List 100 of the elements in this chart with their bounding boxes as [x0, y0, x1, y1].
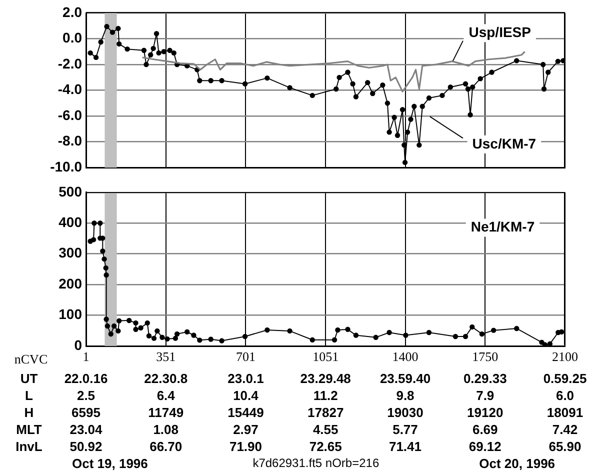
text: MLT — [16, 421, 42, 438]
x-tick-label: 2100 — [552, 349, 578, 364]
text: 15449 — [228, 404, 264, 421]
text: 1.08 — [153, 421, 179, 438]
point — [111, 323, 117, 329]
text: 6.4 — [156, 387, 175, 404]
y-tick-label: -2.0 — [58, 55, 82, 72]
point — [172, 336, 178, 341]
point — [335, 327, 340, 333]
text: 6.0 — [556, 387, 574, 404]
text: UT — [20, 370, 38, 387]
point — [452, 334, 458, 340]
point — [98, 220, 103, 226]
y-tick-label: 200 — [58, 275, 82, 292]
text: 69.12 — [468, 438, 502, 455]
text: 23.59.40 — [380, 370, 431, 387]
point — [138, 325, 144, 330]
y-tick-label: -6.0 — [58, 106, 82, 123]
text: 6595 — [72, 404, 100, 421]
x-tick-label: 1400 — [392, 349, 418, 364]
text: 4.55 — [312, 421, 338, 438]
text: 0.59.25 — [543, 370, 587, 387]
text: Ne1/KM-7 — [470, 218, 535, 235]
text: L — [25, 387, 33, 404]
x-tick-label: 1 — [82, 349, 90, 364]
text: 22.30.8 — [144, 370, 188, 387]
text: 11749 — [148, 404, 184, 421]
y-tick-label: -4.0 — [58, 81, 82, 98]
text: 23.29.48 — [300, 370, 351, 387]
y-tick-label: -10.0 — [50, 158, 82, 174]
point — [160, 334, 165, 340]
point — [514, 326, 520, 332]
text: 22.0.16 — [64, 370, 108, 387]
text: InvL — [16, 438, 42, 455]
point — [426, 330, 432, 336]
point — [264, 327, 270, 333]
point — [102, 256, 107, 262]
text: 19030 — [387, 404, 424, 421]
point — [332, 337, 338, 342]
point — [104, 316, 109, 322]
text: 7.42 — [552, 421, 578, 438]
text: 5.77 — [392, 421, 418, 438]
text: 65.90 — [548, 438, 582, 455]
point — [219, 338, 224, 344]
point — [490, 328, 496, 333]
text: 11.2 — [313, 387, 338, 404]
text: 9.8 — [396, 387, 414, 404]
point — [108, 331, 114, 337]
y-tick-label: 300 — [58, 244, 82, 261]
x-tick-label: 351 — [156, 349, 176, 364]
x-tick-label: 1051 — [312, 349, 339, 364]
series-label: Usc/KM-7 — [472, 135, 536, 152]
point — [386, 330, 392, 336]
y-tick-label: 500 — [58, 183, 82, 200]
point — [116, 328, 121, 334]
y-tick-label: 2.0 — [62, 4, 82, 20]
point — [345, 326, 350, 332]
text: 23.04 — [70, 421, 102, 438]
point — [116, 318, 122, 324]
y-tick-label: 100 — [58, 306, 82, 322]
point — [133, 326, 138, 332]
text: Oct 19, 1996 — [72, 455, 148, 472]
text: 17827 — [308, 404, 344, 421]
text: 50.92 — [70, 438, 102, 455]
point — [479, 331, 485, 337]
text: 71.90 — [229, 438, 262, 455]
point — [104, 323, 110, 329]
point — [146, 333, 152, 338]
text: 23.0.1 — [228, 370, 264, 387]
series-label: Usp/IESP — [468, 24, 531, 40]
point — [197, 338, 202, 343]
point — [462, 334, 468, 340]
point — [310, 337, 315, 342]
text: 19120 — [467, 404, 504, 421]
text: 2.97 — [233, 421, 258, 438]
text: 66.70 — [150, 438, 182, 455]
x-axis-title: nCVC — [14, 351, 48, 366]
point — [403, 332, 408, 338]
point — [100, 248, 106, 254]
text: H — [24, 404, 34, 421]
text: k7d62931.ft5 nOrb=216 — [252, 455, 380, 472]
point — [547, 341, 553, 346]
y-tick-label: 0.0 — [62, 30, 82, 46]
point — [191, 332, 196, 338]
point — [103, 265, 108, 271]
y-tick-label: 400 — [58, 214, 82, 230]
point — [373, 334, 378, 340]
point — [92, 220, 97, 226]
text: 10.4 — [233, 387, 258, 404]
point — [184, 329, 190, 334]
x-tick-label: 701 — [236, 349, 256, 364]
point — [208, 336, 214, 342]
text: 7.9 — [476, 387, 494, 404]
point — [104, 272, 109, 278]
point — [133, 320, 138, 326]
point — [90, 237, 96, 242]
text: 0.29.33 — [463, 370, 507, 387]
point — [151, 336, 157, 341]
point — [126, 318, 132, 324]
point — [144, 320, 150, 326]
